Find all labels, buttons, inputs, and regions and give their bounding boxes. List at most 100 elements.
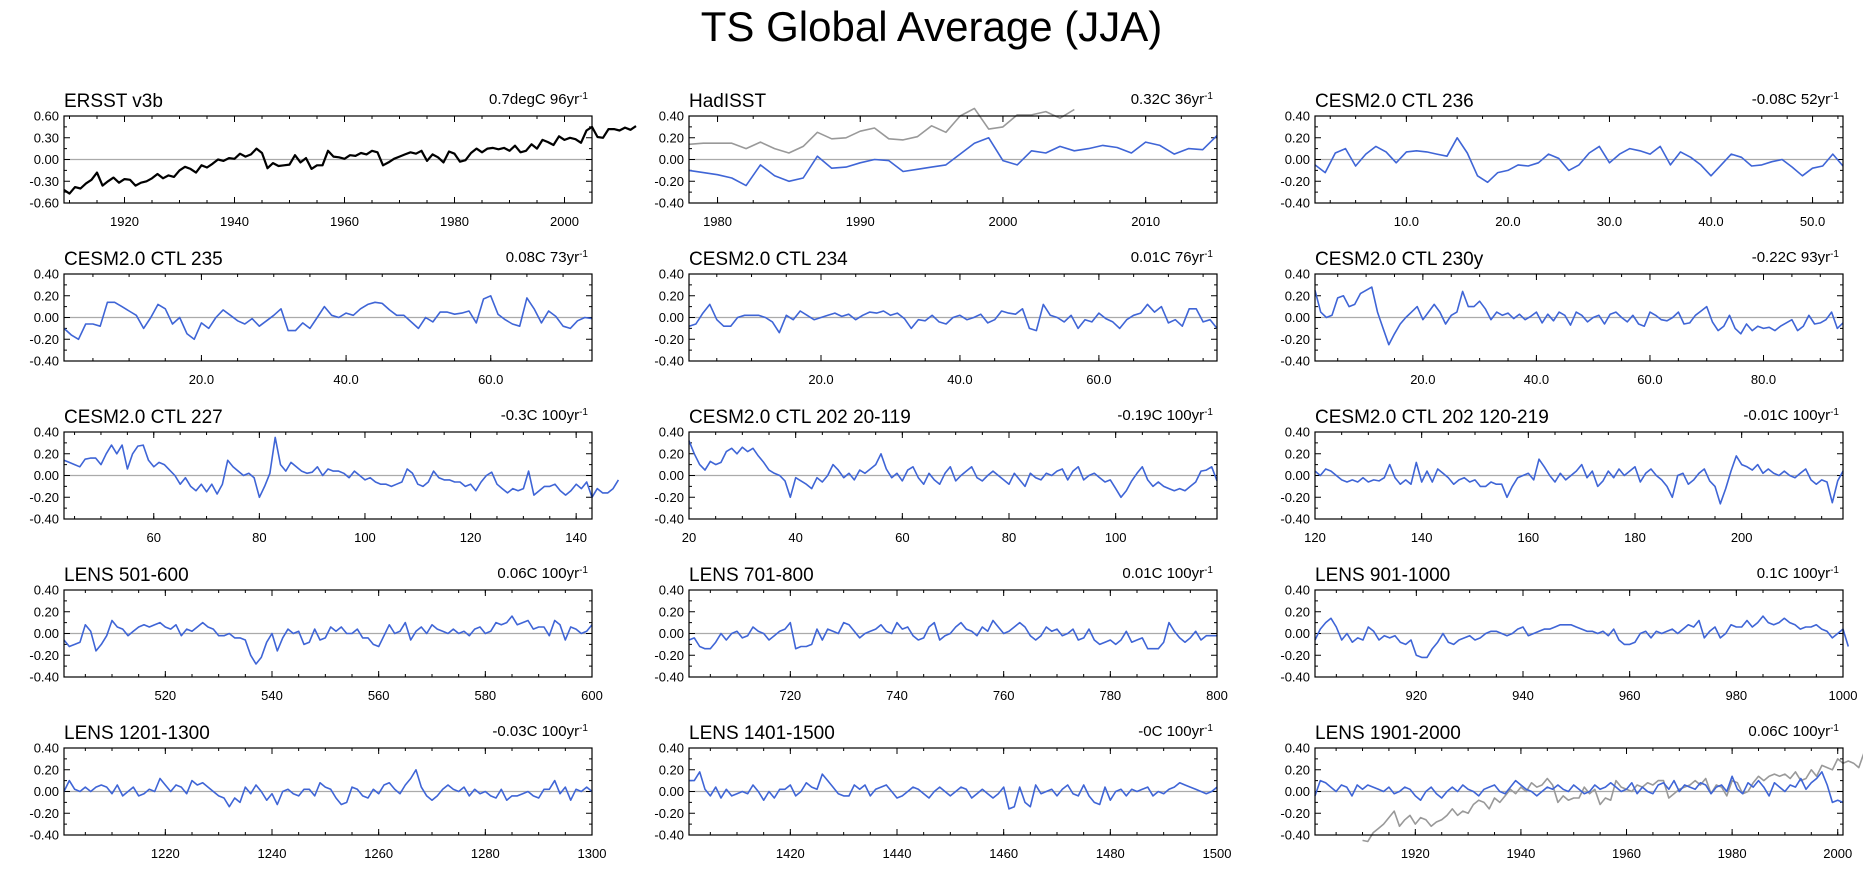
panel-frame (688, 589, 1218, 678)
y-tick-label: -0.40 (654, 670, 684, 685)
x-tick-label: 600 (581, 688, 603, 703)
panel-title: LENS 1201-1300 (64, 723, 210, 744)
y-tick-label: 0.30 (34, 130, 59, 145)
x-tick-label: 30.0 (1597, 214, 1622, 229)
y-tick-label: 0.20 (34, 288, 59, 303)
series-line-1 (63, 294, 593, 341)
panel-title: LENS 901-1000 (1315, 565, 1450, 586)
x-tick-label: 2000 (1823, 846, 1852, 861)
y-tick-label: 0.20 (659, 604, 684, 619)
page-title: TS Global Average (JJA) (700, 3, 1163, 50)
panel-title: LENS 1401-1500 (689, 723, 835, 744)
panel-trend: -0.22C 93yr-1 (1752, 249, 1840, 267)
panel-frame (1314, 747, 1844, 836)
panel-frame (63, 273, 593, 362)
x-tick-label: 20.0 (808, 372, 833, 387)
panel-trend: 0.01C 100yr-1 (1122, 565, 1213, 583)
panel-title: ERSST v3b (64, 91, 163, 112)
x-tick-label: 1980 (703, 214, 732, 229)
x-tick-label: 160 (1517, 530, 1539, 545)
x-tick-label: 140 (1411, 530, 1433, 545)
series-line-1 (688, 303, 1218, 334)
panel-frame (1314, 115, 1844, 204)
y-tick-label: 0.00 (659, 152, 684, 167)
y-tick-label: 0.40 (659, 109, 684, 124)
y-tick-label: 0.00 (659, 310, 684, 325)
y-tick-label: 0.00 (34, 784, 59, 799)
panel-7: CESM2.0 CTL 227 -0.3C 100yr-1 0.40 0.20 0.00… (29, 407, 620, 545)
y-tick-label: -0.20 (654, 332, 684, 347)
x-tick-label: 740 (886, 688, 908, 703)
y-tick-label: 0.40 (34, 425, 59, 440)
x-tick-label: 60.0 (478, 372, 503, 387)
y-tick-label: 0.40 (34, 267, 59, 282)
y-tick-label: -0.40 (1280, 196, 1310, 211)
x-tick-label: 1980 (1718, 846, 1747, 861)
panel-12: LENS 901-1000 0.1C 100yr-1 0.40 0.20 0.00 -0.… (1280, 565, 1857, 704)
y-tick-label: -0.20 (1280, 174, 1310, 189)
x-tick-label: 980 (1725, 688, 1747, 703)
panel-trend: -0.03C 100yr-1 (492, 723, 588, 741)
y-tick-label: 0.40 (34, 583, 59, 598)
series-line-1 (689, 771, 1218, 810)
panel-frame (688, 115, 1218, 204)
panel-10: LENS 501-600 0.06C 100yr-1 0.40 0.20 0.00 -0.… (29, 565, 602, 704)
x-tick-label: 20.0 (189, 372, 214, 387)
x-tick-label: 60 (147, 530, 161, 545)
panel-trend: -0.08C 52yr-1 (1752, 91, 1840, 109)
y-tick-label: 0.00 (1285, 784, 1310, 799)
x-tick-label: 40.0 (1524, 372, 1549, 387)
panel-title: CESM2.0 CTL 234 (689, 249, 848, 270)
x-tick-label: 560 (368, 688, 390, 703)
y-tick-label: 0.40 (659, 583, 684, 598)
y-tick-label: -0.40 (1280, 354, 1310, 369)
y-tick-label: -0.40 (654, 196, 684, 211)
series-line-2 (688, 135, 1218, 187)
y-tick-label: 0.00 (1285, 152, 1310, 167)
panel-frame (63, 115, 593, 204)
panel-trend: 0.1C 100yr-1 (1757, 565, 1840, 583)
x-tick-label: 120 (1304, 530, 1326, 545)
y-tick-label: 0.20 (659, 130, 684, 145)
panel-frame (63, 589, 593, 678)
series-line-1 (63, 768, 593, 808)
panel-title: CESM2.0 CTL 235 (64, 249, 223, 270)
x-tick-label: 540 (261, 688, 283, 703)
x-tick-label: 1000 (1829, 688, 1858, 703)
y-tick-label: -0.40 (1280, 670, 1310, 685)
series-line-1 (1314, 615, 1850, 659)
x-tick-label: 120 (460, 530, 482, 545)
y-tick-label: -0.40 (654, 512, 684, 527)
panel-trend: 0.32C 36yr-1 (1131, 91, 1214, 109)
panel-trend: -0.01C 100yr-1 (1743, 407, 1839, 425)
y-tick-label: 0.00 (34, 468, 59, 483)
y-tick-label: 0.20 (659, 762, 684, 777)
panel-9: CESM2.0 CTL 202 120-219 -0.01C 100yr-1 0.4… (1280, 407, 1844, 545)
panel-trend: 0.06C 100yr-1 (1748, 723, 1839, 741)
y-tick-label: 0.00 (1285, 310, 1310, 325)
y-tick-label: -0.20 (29, 648, 59, 663)
x-tick-label: 2000 (550, 214, 579, 229)
x-tick-label: 520 (154, 688, 176, 703)
x-tick-label: 1940 (220, 214, 249, 229)
x-tick-label: 40 (788, 530, 802, 545)
y-tick-label: 0.20 (1285, 130, 1310, 145)
panel-title: CESM2.0 CTL 202 20-119 (689, 407, 911, 428)
y-tick-label: -0.20 (29, 490, 59, 505)
series-line-1 (1314, 137, 1844, 184)
panel-frame (1314, 273, 1844, 362)
y-tick-label: 0.40 (1285, 425, 1310, 440)
x-tick-label: 60.0 (1086, 372, 1111, 387)
x-tick-label: 920 (1405, 688, 1427, 703)
x-tick-label: 1260 (364, 846, 393, 861)
series-line-1 (688, 619, 1217, 650)
panel-title: CESM2.0 CTL 236 (1315, 91, 1474, 112)
x-tick-label: 1480 (1096, 846, 1125, 861)
y-tick-label: 0.00 (34, 152, 59, 167)
y-tick-label: -0.30 (29, 174, 59, 189)
series-line-1 (63, 615, 593, 665)
x-tick-label: 40.0 (947, 372, 972, 387)
panel-trend: 0.01C 76yr-1 (1131, 249, 1214, 267)
x-tick-label: 50.0 (1800, 214, 1825, 229)
